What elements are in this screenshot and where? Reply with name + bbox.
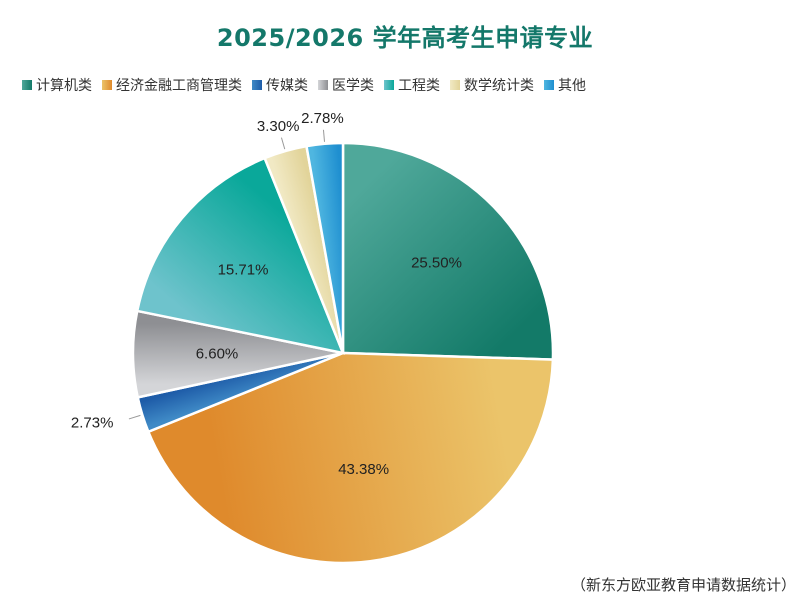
leader-line [322, 129, 326, 142]
legend-label: 数学统计类 [464, 78, 534, 94]
chart-legend: 计算机类 经济金融工商管理类 传媒类 医学类 工程类 数学统计类 其他 [22, 76, 596, 94]
legend-label: 工程类 [398, 78, 440, 94]
leader-line [128, 414, 141, 420]
chart-title: 2025/2026 学年高考生申请专业 [216, 24, 594, 52]
legend-label: 计算机类 [36, 78, 92, 94]
pie-slice [341, 141, 555, 361]
legend-item: 工程类 [384, 75, 440, 95]
legend-swatch [102, 80, 112, 90]
slice-value-label: 25.50% [411, 254, 462, 271]
legend-item: 其他 [544, 75, 586, 95]
slice-value-label: 6.60% [196, 346, 239, 363]
legend-swatch [252, 80, 262, 90]
legend-label: 传媒类 [266, 78, 308, 94]
legend-item: 数学统计类 [450, 75, 534, 95]
legend-label: 其他 [558, 78, 586, 94]
source-note: （新东方欧亚教育申请数据统计） [570, 576, 796, 594]
legend-item: 医学类 [318, 75, 374, 95]
legend-label: 经济金融工商管理类 [116, 78, 242, 94]
pie-slice [146, 351, 555, 565]
legend-item: 计算机类 [22, 75, 92, 95]
pie-slice [135, 156, 346, 355]
legend-swatch [384, 80, 394, 90]
slice-value-label: 43.38% [338, 461, 389, 478]
legend-item: 经济金融工商管理类 [102, 75, 242, 95]
leader-line [280, 137, 286, 150]
legend-swatch [544, 80, 554, 90]
pie-slice [305, 141, 345, 354]
slice-value-label: 2.78% [301, 110, 344, 127]
legend-item: 传媒类 [252, 75, 308, 95]
legend-swatch [318, 80, 328, 90]
slice-value-label: 2.73% [71, 414, 114, 431]
legend-label: 医学类 [332, 78, 374, 94]
slice-value-label: 3.30% [257, 118, 300, 135]
legend-swatch [22, 80, 32, 90]
legend-swatch [450, 80, 460, 90]
slice-value-label: 15.71% [218, 262, 269, 279]
